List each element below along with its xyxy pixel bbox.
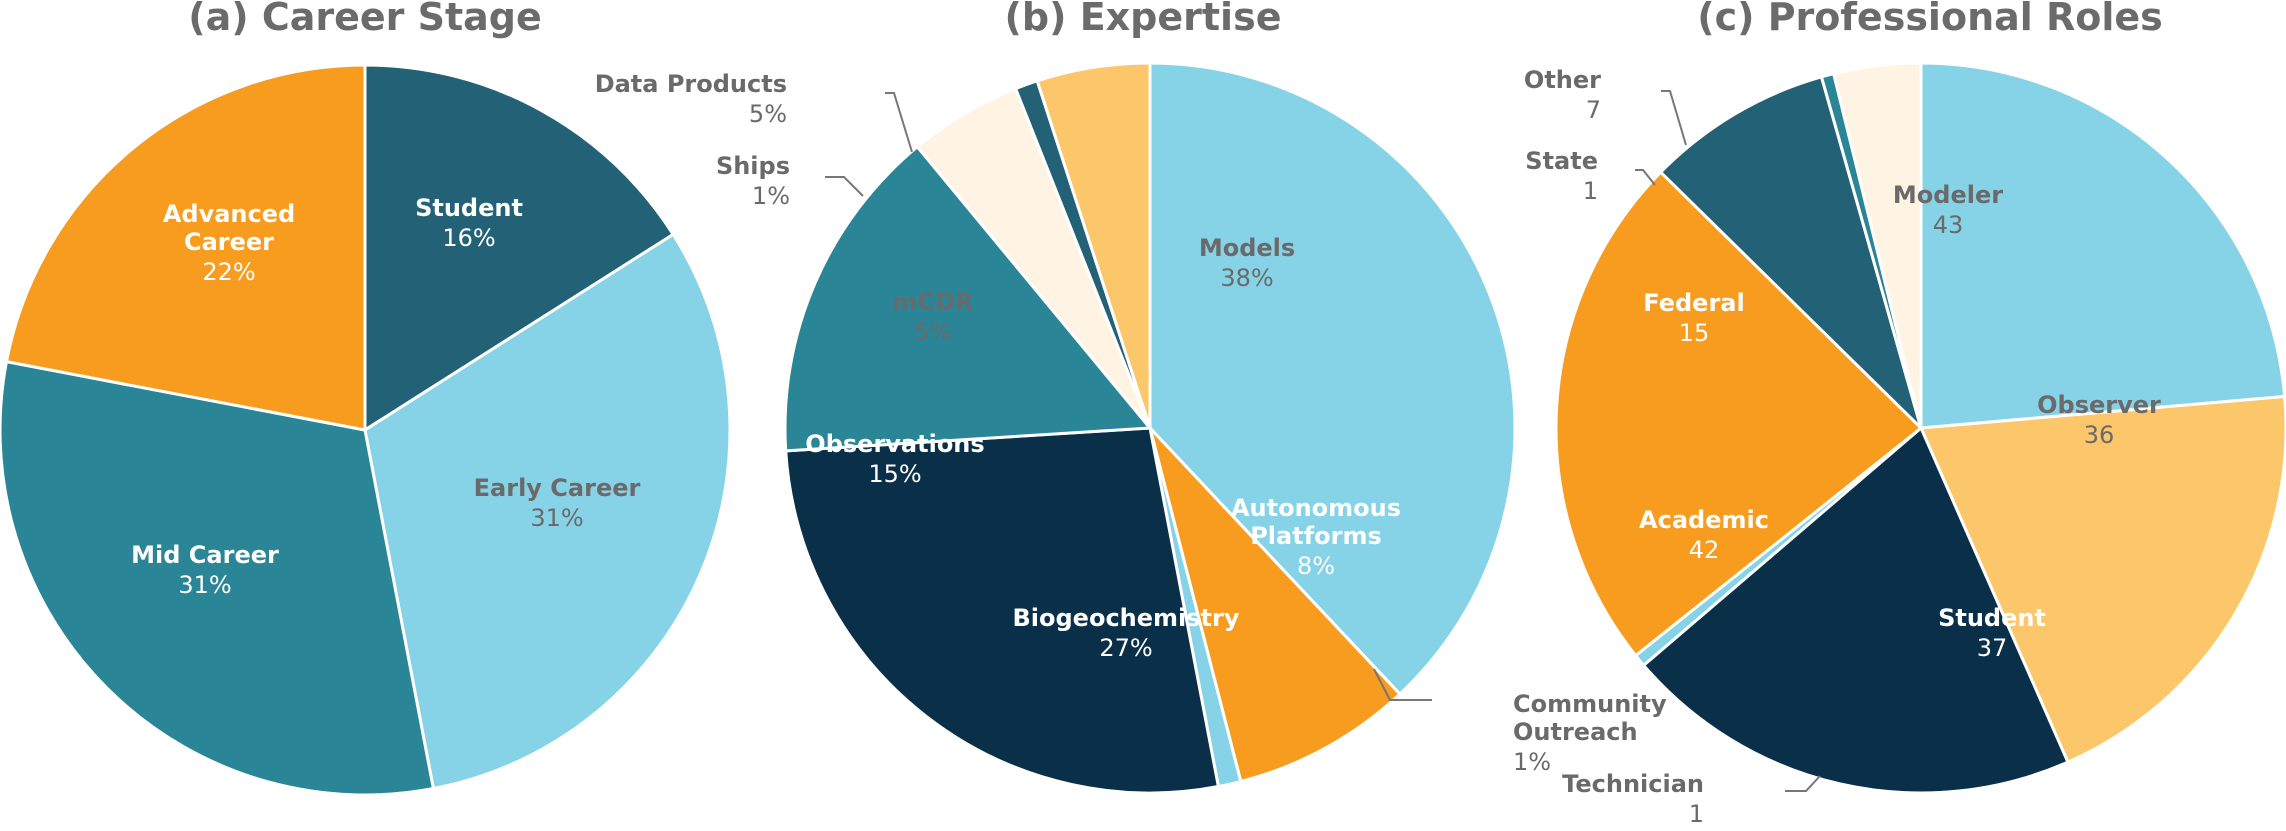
pie-slice [1918, 394, 2286, 765]
slice-label: Data Products [595, 70, 787, 98]
slice-label: Ships [716, 152, 790, 180]
slice-label: Federal [1643, 289, 1744, 317]
slice-label: Career [184, 228, 274, 256]
pie-chart: Models38%AutonomousPlatforms8%CommunityO… [595, 61, 1667, 795]
slice-value-label: 1 [1583, 177, 1598, 205]
slice-value-label: 37 [1977, 634, 2008, 662]
slice-label: mCDR [892, 288, 973, 316]
slice-label: State [1525, 147, 1598, 175]
slice-value-label: 27% [1099, 634, 1152, 662]
pie-slice [783, 144, 1154, 453]
slice-label: Community [1513, 690, 1667, 718]
slice-label: Outreach [1513, 718, 1638, 746]
slice-value-label: 1% [752, 182, 790, 210]
slice-label: Student [1938, 604, 2046, 632]
slice-label: Modeler [1893, 181, 2003, 209]
slice-label: Other [1524, 66, 1601, 94]
slice-value-label: 38% [1220, 264, 1273, 292]
slice-value-label: 42 [1689, 536, 1720, 564]
pie-slice [363, 232, 732, 791]
chart-title-career-stage: (a) Career Stage [188, 0, 542, 39]
slice-label: Academic [1639, 506, 1769, 534]
pie-slice [363, 63, 676, 433]
pie-slice [4, 63, 367, 432]
slice-label: Early Career [474, 474, 641, 502]
slice-label: Observations [805, 430, 984, 458]
slice-value-label: 36 [2084, 421, 2115, 449]
pie-slice [1831, 61, 1923, 429]
slice-value-label: 1% [1513, 748, 1551, 776]
chart-title-professional-roles: (c) Professional Roles [1697, 0, 2163, 39]
slice-value-label: 31% [530, 504, 583, 532]
leader-line [1635, 169, 1656, 186]
slice-value-label: 7 [1586, 96, 1601, 124]
leader-line [825, 176, 864, 197]
slice-label: Platforms [1250, 522, 1382, 550]
pie-slice [0, 359, 436, 797]
leader-line [1661, 90, 1687, 146]
pie-slice [1658, 74, 1924, 434]
pie-slice [1919, 61, 2286, 430]
pie-slice [1148, 61, 1517, 697]
slice-value-label: 22% [202, 258, 255, 286]
slice-value-label: 15% [868, 460, 921, 488]
slice-label: Observer [2037, 391, 2161, 419]
pie-slice [1554, 170, 1924, 658]
slice-label: Technician [1562, 770, 1704, 798]
pie-slice [1035, 61, 1152, 429]
leader-line [1373, 668, 1432, 701]
chart-title-expertise: (b) Expertise [1005, 0, 1282, 39]
slice-value-label: 8% [1297, 552, 1335, 580]
slice-label: Biogeochemistry [1012, 604, 1239, 632]
pie-chart: Modeler43Observer36Student37Technician1A… [1524, 61, 2286, 828]
pie-slice [784, 426, 1221, 795]
leader-line [885, 92, 913, 153]
slice-value-label: 15 [1679, 319, 1710, 347]
slice-value-label: 1 [1689, 800, 1704, 828]
leader-line [1785, 775, 1821, 792]
slice-value-label: 31% [178, 571, 231, 599]
slice-value-label: 43 [1933, 211, 1964, 239]
slice-label: Advanced [163, 200, 295, 228]
slice-label: Mid Career [131, 541, 279, 569]
slice-value-label: 5% [749, 100, 787, 128]
pie-slice [1641, 425, 2070, 795]
slice-label: Models [1199, 234, 1295, 262]
slice-value-label: 5% [914, 318, 952, 346]
slice-label: Autonomous [1231, 494, 1401, 522]
slice-label: Student [415, 194, 523, 222]
slice-value-label: 16% [442, 224, 495, 252]
